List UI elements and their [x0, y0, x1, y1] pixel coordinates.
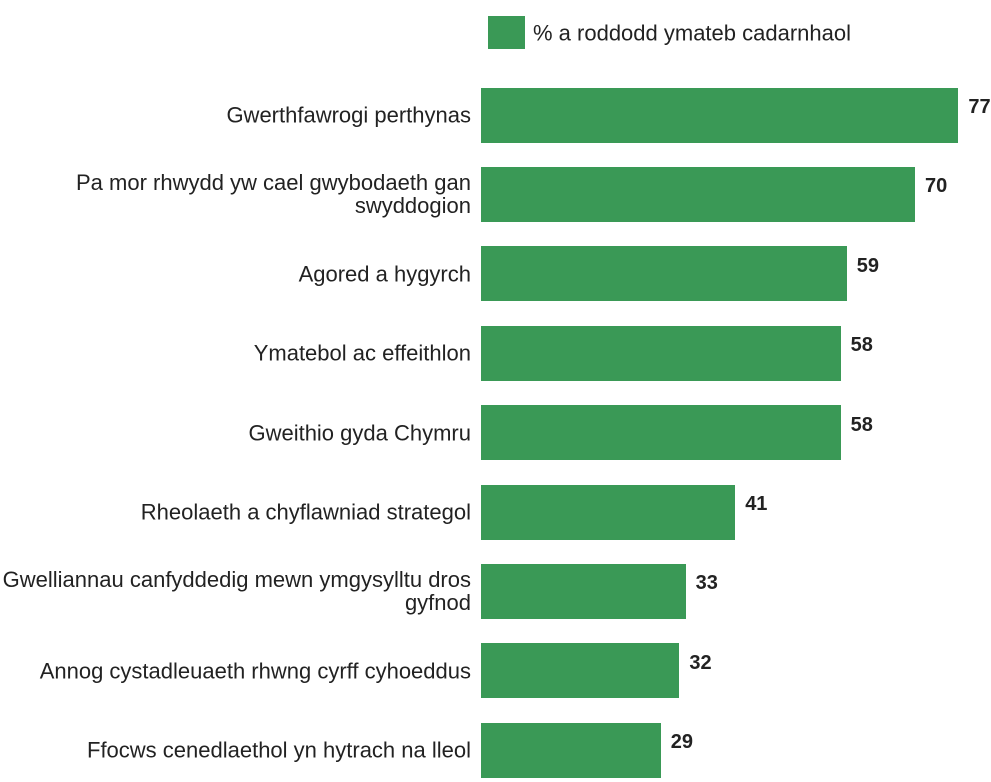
bar [481, 246, 847, 302]
category-label: Pa mor rhwydd yw cael gwybodaeth gan swy… [76, 170, 471, 219]
value-label: 58 [850, 334, 873, 357]
bar [481, 484, 736, 540]
bar [481, 722, 661, 778]
legend-swatch [488, 16, 525, 49]
value-label: 33 [695, 572, 718, 595]
value-label: 29 [670, 731, 694, 754]
bar [481, 166, 915, 222]
value-label: 59 [856, 254, 880, 277]
category-label: Gweithio gyda Chymru [248, 420, 471, 446]
value-label: 77 [968, 96, 991, 119]
legend-label: % a roddodd ymateb cadarnhaol [533, 20, 851, 46]
value-label: 41 [745, 493, 768, 516]
bar [481, 405, 841, 461]
category-label: Agored a hygyrch [298, 261, 471, 287]
category-label: Gwelliannau canfyddedig mewn ymgysylltu … [2, 567, 471, 616]
value-label: 32 [689, 651, 712, 674]
category-label: Ymatebol ac effeithlon [253, 340, 471, 366]
bar [481, 563, 686, 619]
bar [481, 87, 959, 143]
value-label: 58 [850, 413, 873, 436]
category-label: Annog cystadleuaeth rhwng cyrff cyhoeddu… [39, 658, 471, 684]
category-label: Ffocws cenedlaethol yn hytrach na lleol [87, 737, 471, 763]
category-label: Rheolaeth a chyflawniad strategol [140, 499, 471, 525]
category-label: Gwerthfawrogi perthynas [226, 102, 471, 128]
bar [481, 643, 680, 699]
value-label: 70 [925, 175, 948, 198]
bar [481, 325, 841, 381]
